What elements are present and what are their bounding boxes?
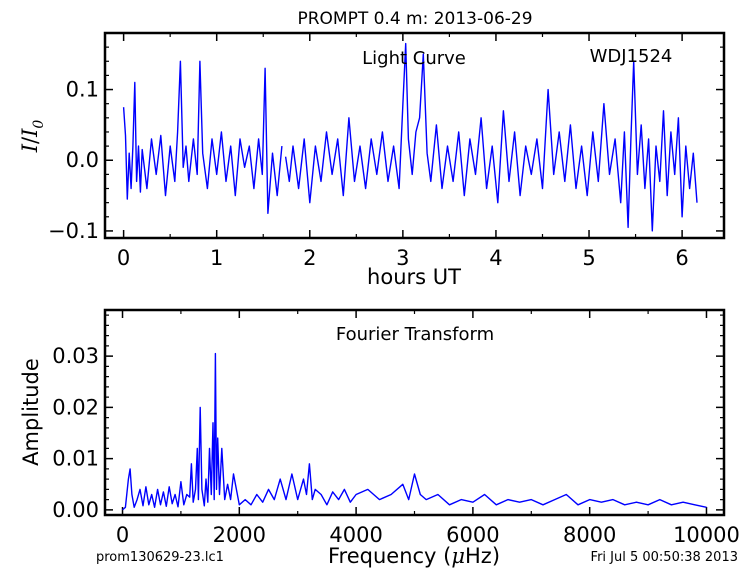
light-curve-x-tick-label: 2 xyxy=(303,246,316,270)
fourier-ticks: 0 2000 4000 6000 8000 10000 0.00 0.01 0.02 0.03 xyxy=(52,310,740,547)
light-curve-series xyxy=(122,42,698,232)
light-curve-x-tick-label: 1 xyxy=(210,246,223,270)
star-name-annotation: WDJ1524 xyxy=(590,46,673,67)
fourier-x-tick-label: 2000 xyxy=(213,523,266,547)
light-curve-frame xyxy=(103,31,726,240)
fourier-x-tick-label: 8000 xyxy=(563,523,616,547)
light-curve-annotation: Light Curve xyxy=(362,48,466,69)
footer-filename: prom130629-23.lc1 xyxy=(96,550,224,565)
fourier-series-line xyxy=(122,352,707,511)
fourier-x-axis-label: Frequency (μHz) xyxy=(328,544,500,568)
light-curve-x-tick-label: 0 xyxy=(117,246,130,270)
figure-title: PROMPT 0.4 m: 2013-06-29 xyxy=(297,9,532,29)
light-curve-x-tick-label: 5 xyxy=(582,246,595,270)
light-curve-x-axis-label: hours UT xyxy=(367,265,461,289)
fourier-y-tick-label: 0.02 xyxy=(52,395,99,419)
fourier-y-axis-label: Amplitude xyxy=(19,358,43,466)
fourier-y-tick-label: 0.01 xyxy=(52,447,99,471)
fourier-x-tick-label: 0 xyxy=(116,523,129,547)
light-curve-series-line xyxy=(284,42,698,232)
light-curve-y-tick-label: 0.0 xyxy=(66,148,99,172)
light-curve-x-tick-label: 6 xyxy=(675,246,688,270)
light-curve-panel: 0 1 2 3 4 5 6 −0.1 0.0 0.1 Light Curve WDJ1524 ho… xyxy=(18,31,726,289)
fourier-series xyxy=(122,352,707,511)
fourier-y-tick-label: 0.03 xyxy=(52,344,99,368)
fourier-x-tick-label: 4000 xyxy=(329,523,382,547)
fourier-frame xyxy=(103,308,726,517)
light-curve-series-line xyxy=(122,60,283,214)
light-curve-y-axis-label: I/I0 xyxy=(18,120,47,154)
fourier-y-tick-label: 0.00 xyxy=(52,498,99,522)
fourier-x-tick-label: 10000 xyxy=(673,523,740,547)
light-curve-x-tick-label: 3 xyxy=(396,246,409,270)
footer-timestamp: Fri Jul 5 00:50:38 2013 xyxy=(591,550,738,565)
fourier-panel: 0 2000 4000 6000 8000 10000 0.00 0.01 0.02 0.03 F… xyxy=(19,308,740,568)
light-curve-x-tick-label: 4 xyxy=(489,246,502,270)
fourier-annotation: Fourier Transform xyxy=(336,324,494,345)
light-curve-ticks: 0 1 2 3 4 5 6 −0.1 0.0 0.1 xyxy=(48,32,724,270)
light-curve-y-tick-label: 0.1 xyxy=(66,78,99,102)
fourier-x-tick-label: 6000 xyxy=(446,523,499,547)
light-curve-y-tick-label: −0.1 xyxy=(48,219,99,243)
